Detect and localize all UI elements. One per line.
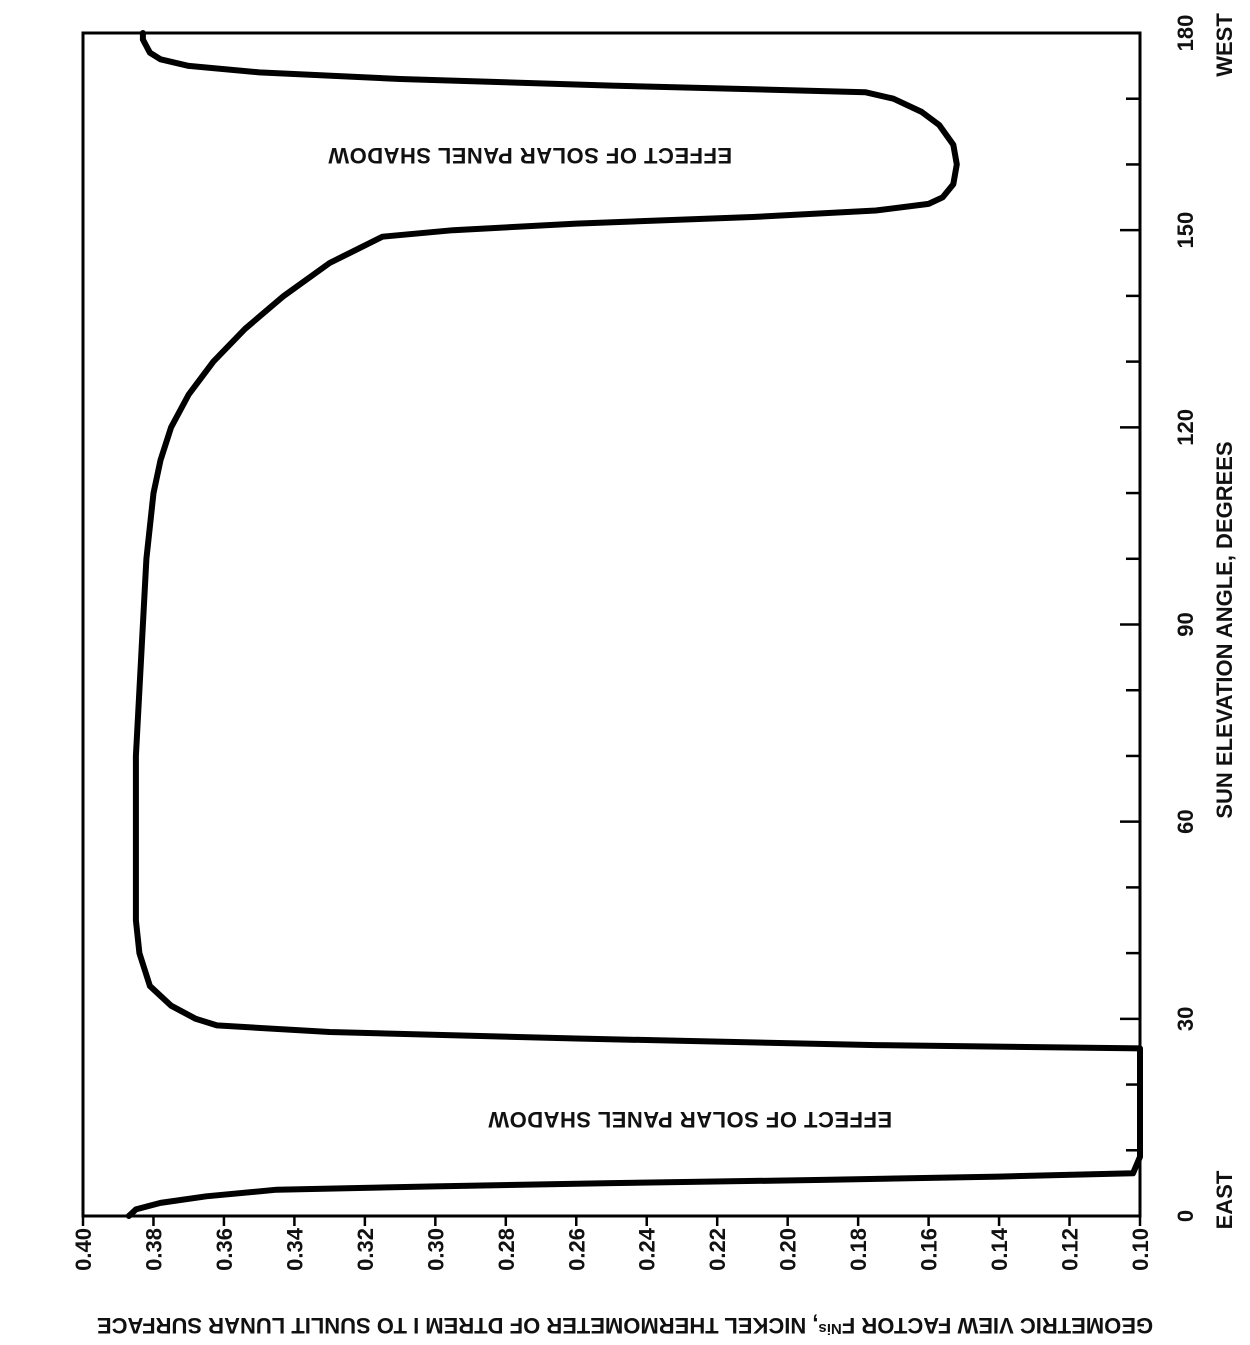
y-tick-label: 0.16 xyxy=(917,1228,942,1271)
x-tick-label: 0 xyxy=(1173,1210,1198,1222)
x-tick-label: 90 xyxy=(1173,612,1198,636)
x-tick-label: 120 xyxy=(1173,409,1198,446)
x-tick-label: 180 xyxy=(1173,15,1198,52)
y-tick-label: 0.38 xyxy=(141,1228,166,1271)
series-line xyxy=(125,30,1143,1219)
annotation-shadow-west: EFFECT OF SOLAR PANEL SHADOW xyxy=(328,143,732,168)
y-axis-title: GEOMETRIC VIEW FACTOR FNis, NICKEL THERM… xyxy=(97,1313,1153,1338)
x-tick-label: 150 xyxy=(1173,212,1198,249)
y-tick-label: 0.12 xyxy=(1058,1228,1083,1271)
x-tick-label: 60 xyxy=(1173,809,1198,833)
y-tick-label: 0.30 xyxy=(423,1228,448,1271)
y-tick-label: 0.36 xyxy=(212,1228,237,1271)
x-end-label-west: WEST xyxy=(1212,13,1237,77)
y-axis-title-subscript: Nis xyxy=(818,1320,841,1337)
y-tick-label: 0.24 xyxy=(635,1227,660,1271)
x-end-label-east: EAST xyxy=(1212,1170,1237,1229)
y-tick-label: 0.22 xyxy=(705,1228,730,1271)
annotation-shadow-east: EFFECT OF SOLAR PANEL SHADOW xyxy=(488,1107,892,1132)
x-axis-title: SUN ELEVATION ANGLE, DEGREES xyxy=(1212,441,1237,818)
y-tick-label: 0.26 xyxy=(564,1228,589,1271)
y-tick-label: 0.10 xyxy=(1128,1228,1153,1271)
y-tick-label: 0.32 xyxy=(353,1228,378,1271)
y-tick-label: 0.18 xyxy=(846,1228,871,1271)
y-tick-label: 0.28 xyxy=(494,1228,519,1271)
y-tick-label: 0.14 xyxy=(987,1227,1012,1271)
y-tick-label: 0.20 xyxy=(776,1228,801,1271)
y-tick-label: 0.34 xyxy=(282,1227,307,1271)
y-tick-label: 0.40 xyxy=(71,1228,96,1271)
axis-ticks: 0 30 60 90 120 150 180 0.40 0.38 0.36 0.34 0.32 0.30… xyxy=(71,15,1198,1271)
x-tick-label: 30 xyxy=(1173,1007,1198,1031)
